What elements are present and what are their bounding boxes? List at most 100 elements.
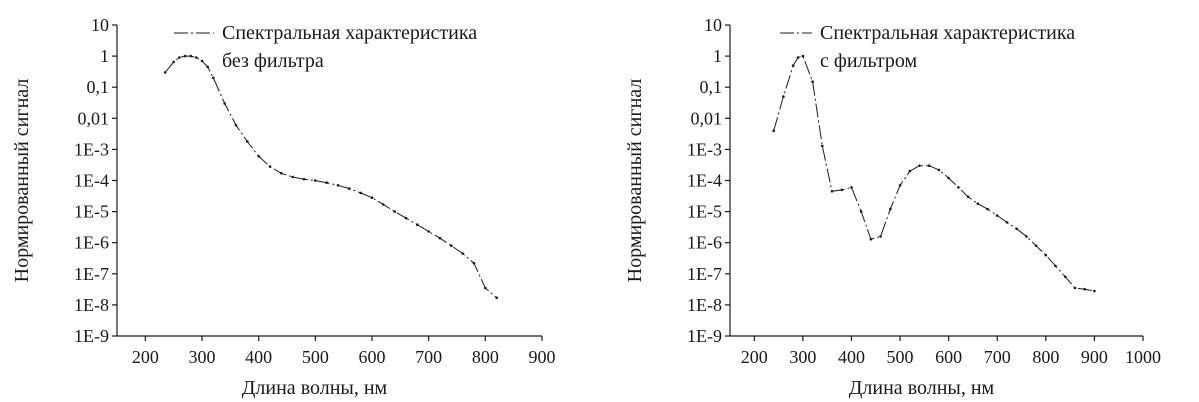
data-point: [314, 179, 317, 182]
chart-2: 10 1 0,1 0,01 1E-3 1E-4 1E-5 1E-6 1E-7 1E-8 1E-9 20…: [624, 15, 1161, 399]
data-point: [1034, 244, 1038, 247]
data-point: [1044, 253, 1048, 257]
x-axis-title: Длина волны, нм: [849, 377, 995, 399]
data-point: [484, 286, 487, 290]
data-point: [404, 216, 408, 220]
y-axis-title: Нормированный сигнал: [624, 79, 646, 283]
x-tick-label: 300: [189, 347, 216, 367]
y-tick-label: 1E-4: [74, 171, 109, 191]
data-point: [898, 184, 902, 187]
data-point: [438, 236, 442, 240]
y-tick-label: 1: [713, 46, 722, 66]
data-point: [189, 54, 192, 58]
data-point: [937, 168, 941, 172]
x-tick-label: 1000: [1125, 347, 1161, 367]
data-point: [1083, 287, 1086, 291]
data-point: [918, 164, 921, 167]
y-tick-label: 1E-7: [74, 264, 109, 284]
data-point: [163, 71, 167, 74]
data-point: [450, 244, 453, 247]
y-tick-label: 10: [91, 15, 109, 35]
data-point: [811, 80, 814, 83]
data-point: [257, 155, 261, 158]
data-point: [801, 54, 805, 58]
y-axis-title: Нормированный сигнал: [11, 79, 33, 283]
data-point: [1015, 227, 1018, 231]
data-point: [280, 172, 283, 175]
y-tick-label: 1E-9: [687, 326, 722, 346]
data-point: [976, 202, 980, 205]
legend-label: Спектральная характеристика: [222, 22, 477, 44]
data-point: [178, 56, 181, 59]
y-tick-label: 1E-5: [687, 202, 722, 222]
data-point: [172, 60, 175, 64]
data-point: [821, 144, 824, 148]
x-tick-label: 900: [529, 347, 556, 367]
data-point: [966, 195, 970, 199]
legend-label: без фильтра: [222, 50, 324, 72]
y-tick-label: 1E-8: [687, 295, 722, 315]
data-point: [927, 164, 931, 167]
y-tick-label: 10: [704, 15, 722, 35]
data-point: [947, 176, 950, 180]
data-point: [1005, 221, 1009, 224]
y-tick-label: 1E-6: [74, 233, 109, 253]
data-point: [348, 187, 351, 190]
x-tick-label: 700: [415, 347, 442, 367]
series-line-1: [164, 55, 498, 299]
y-tick-label: 1E-7: [687, 264, 722, 284]
data-point: [195, 56, 198, 59]
data-point: [1073, 286, 1077, 290]
data-point: [986, 207, 989, 211]
x-tick-label: 400: [245, 347, 272, 367]
data-point: [302, 177, 306, 181]
x-tick-label: 600: [935, 347, 962, 367]
data-point: [416, 223, 419, 226]
data-point: [370, 196, 374, 199]
data-point: [1064, 275, 1067, 279]
x-tick-label: 700: [984, 347, 1011, 367]
data-point: [908, 169, 912, 173]
x-tick-label: 500: [302, 347, 329, 367]
data-point: [206, 65, 209, 69]
data-point: [1054, 264, 1057, 268]
data-point: [200, 59, 204, 63]
data-point: [234, 123, 238, 127]
data-point: [791, 64, 795, 67]
data-point: [246, 140, 249, 143]
x-tick-label: 600: [359, 347, 386, 367]
data-point: [796, 56, 800, 59]
data-point: [359, 191, 363, 195]
x-tick-label: 500: [887, 347, 914, 367]
data-point: [495, 296, 499, 300]
x-tick-label: 200: [132, 347, 159, 367]
legend: Спектральная характеристика с фильтром: [780, 22, 1075, 72]
data-point: [772, 129, 775, 132]
x-tick-label: 200: [741, 347, 768, 367]
y-tick-label: 0,1: [87, 77, 110, 97]
data-point: [889, 207, 892, 211]
x-tick-label: 900: [1081, 347, 1108, 367]
data-point: [325, 181, 329, 184]
y-tick-label: 1E-3: [74, 139, 109, 159]
data-point: [1025, 235, 1028, 238]
y-tick-label: 0,01: [691, 108, 723, 128]
data-point: [995, 214, 999, 217]
data-point: [472, 261, 476, 265]
data-point: [859, 210, 863, 213]
y-tick-label: 0,1: [700, 77, 723, 97]
y-tick-label: 1E-3: [687, 139, 722, 159]
data-point: [427, 230, 431, 233]
x-tick-label: 400: [838, 347, 865, 367]
y-tick-label: 1E-8: [74, 295, 109, 315]
legend-label: Спектральная характеристика: [820, 22, 1075, 44]
chart-1: 10 1 0,1 0,01 1E-3 1E-4 1E-5 1E-6 1E-7 1E-8 1E-9 20…: [11, 15, 556, 399]
x-tick-label: 800: [1032, 347, 1059, 367]
data-point: [869, 237, 873, 241]
y-tick-label: 1E-5: [74, 202, 109, 222]
y-tick-label: 1: [100, 46, 109, 66]
data-point: [212, 76, 215, 80]
x-tick-label: 300: [789, 347, 816, 367]
y-tick-label: 1E-9: [74, 326, 109, 346]
